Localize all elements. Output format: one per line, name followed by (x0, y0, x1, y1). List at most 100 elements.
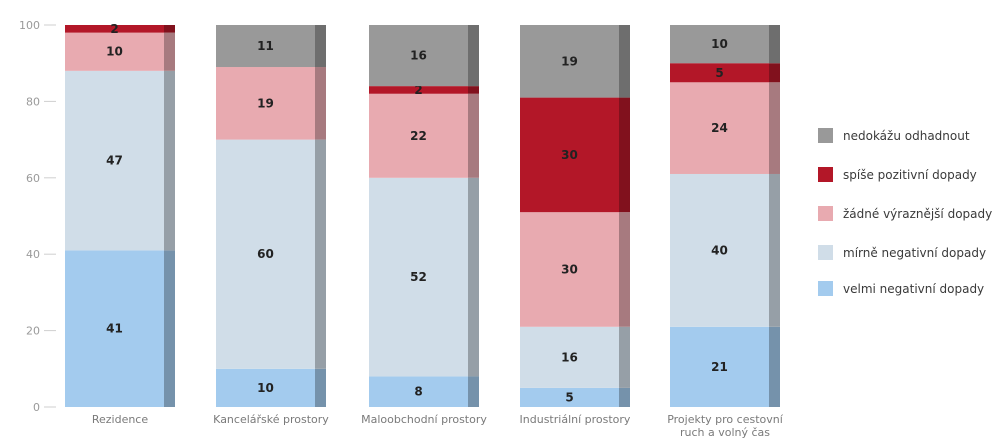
bar-segment-side (468, 86, 479, 94)
bar-segment (216, 25, 315, 68)
legend: nedokážu odhadnout spíše pozitivní dopady… (818, 128, 992, 296)
bar-stack: 5 16 30 30 19 (520, 25, 630, 407)
bar-segment (216, 67, 315, 140)
legend-label: mírně negativní dopady (843, 246, 986, 260)
bar-segment (369, 93, 468, 178)
bar-segment-side (164, 32, 175, 71)
bar-segment (670, 82, 769, 174)
data-label: 11 (257, 39, 274, 53)
data-label: 19 (257, 96, 274, 110)
bar-segment (65, 70, 164, 251)
bar-segment (216, 139, 315, 369)
bar-segment (520, 326, 619, 388)
bar-segment-side (468, 93, 479, 178)
bar-segment-side (769, 82, 780, 174)
bar-segment-side (315, 368, 326, 407)
bar-segment-side (468, 25, 479, 87)
bar-segment (369, 86, 468, 94)
legend-swatch (818, 167, 833, 182)
bar-segment-side (164, 25, 175, 33)
bar-segment-side (769, 63, 780, 83)
data-label: 52 (410, 270, 427, 284)
bar-segment-side (619, 25, 630, 98)
bar-segment (216, 368, 315, 407)
bar-segment (520, 25, 619, 98)
bars: 4147102106019118522221651630301921402451… (65, 22, 780, 407)
bar-segment-side (468, 376, 479, 407)
y-tick-label: 40 (26, 248, 40, 261)
data-label: 10 (257, 381, 274, 395)
data-label: 2 (110, 22, 118, 36)
legend-label: velmi negativní dopady (843, 282, 984, 296)
bar-segment-side (468, 177, 479, 377)
x-tick-label: Projekty pro cestovní ruch a volný čas (667, 413, 784, 439)
bar-stack: 41 47 10 2 (65, 22, 175, 407)
legend-label: spíše pozitivní dopady (843, 168, 977, 182)
data-label: 5 (715, 66, 723, 80)
x-tick-label: Kancelářské prostory (213, 413, 329, 426)
y-tick-label: 60 (26, 172, 40, 185)
data-label: 24 (711, 121, 728, 135)
bar-segment-side (769, 173, 780, 327)
legend-swatch (818, 128, 833, 143)
bar-segment-side (164, 250, 175, 407)
y-axis: 0 20 40 60 80 100 (19, 19, 56, 414)
bar-segment-side (619, 97, 630, 213)
bar-segment-side (315, 139, 326, 369)
bar-segment (670, 326, 769, 407)
x-tick-label: Industriální prostory (520, 413, 631, 426)
bar-segment-side (619, 387, 630, 407)
x-tick-label: Maloobchodní prostory (361, 413, 487, 426)
bar-segment-side (619, 212, 630, 327)
x-axis: Rezidence Kancelářské prostory Maloobchodn… (92, 413, 784, 439)
legend-swatch (818, 281, 833, 296)
bar-segment (65, 32, 164, 71)
data-label: 16 (561, 350, 578, 364)
data-label: 22 (410, 129, 427, 143)
bar-segment (520, 387, 619, 407)
bar-segment (65, 25, 164, 33)
y-tick-label: 20 (26, 325, 40, 338)
legend-swatch (818, 245, 833, 260)
bar-segment (369, 177, 468, 377)
data-label: 40 (711, 243, 728, 257)
legend-label: žádné výraznější dopady (843, 207, 992, 221)
bar-segment (670, 173, 769, 327)
bar-segment-side (769, 25, 780, 64)
bar-segment (670, 25, 769, 64)
data-label: 60 (257, 247, 274, 261)
bar-stack: 10 60 19 11 (216, 25, 326, 407)
bar-segment-side (315, 67, 326, 140)
bar-segment-side (619, 326, 630, 388)
bar-segment-side (315, 25, 326, 68)
y-tick-label: 0 (33, 401, 40, 414)
legend-label: nedokážu odhadnout (843, 129, 970, 143)
data-label: 10 (711, 37, 728, 51)
data-label: 30 (561, 262, 578, 276)
bar-segment (369, 25, 468, 87)
bar-segment-side (769, 326, 780, 407)
data-label: 21 (711, 360, 728, 374)
y-tick-label: 100 (19, 19, 40, 32)
data-label: 19 (561, 54, 578, 68)
data-label: 10 (106, 45, 123, 59)
y-tick-label: 80 (26, 95, 40, 108)
bar-segment (670, 63, 769, 83)
data-label: 16 (410, 49, 427, 63)
data-label: 30 (561, 148, 578, 162)
data-label: 8 (414, 385, 422, 399)
data-label: 2 (414, 83, 422, 97)
bar-segment (65, 250, 164, 407)
bar-segment (520, 97, 619, 213)
data-label: 47 (106, 154, 123, 168)
bar-segment (520, 212, 619, 327)
bar-segment (369, 376, 468, 407)
bar-segment-side (164, 70, 175, 251)
data-label: 41 (106, 322, 123, 336)
bar-stack: 21 40 24 5 10 (670, 25, 780, 407)
legend-swatch (818, 206, 833, 221)
data-label: 5 (565, 390, 573, 404)
x-tick-label: Rezidence (92, 413, 149, 426)
